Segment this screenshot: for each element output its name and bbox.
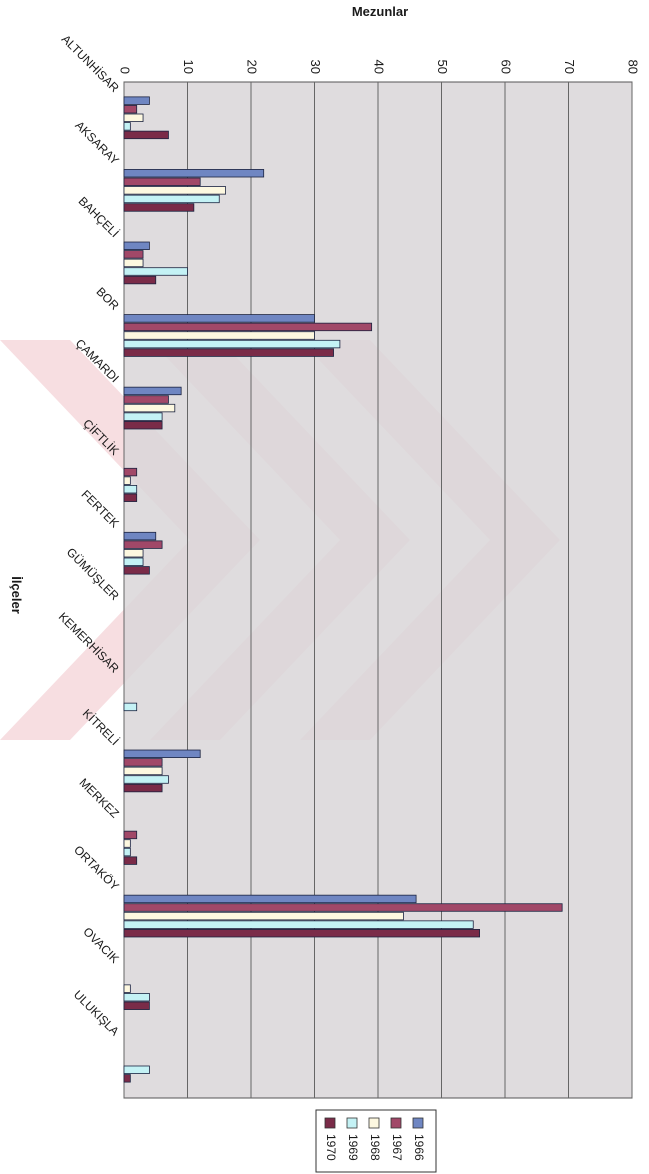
bar-bahc-eli-1967 [123, 250, 144, 259]
bar-fertek-1968 [123, 549, 144, 558]
legend-label-1970: 1970 [324, 1134, 338, 1161]
bar-bahc-eli-1966 [123, 241, 150, 250]
bar-altunhi-sar-1967 [123, 105, 138, 114]
bar-altunhi-sar-1968 [123, 113, 144, 122]
category-label-bor: BOR [93, 284, 122, 313]
bars [123, 96, 563, 1083]
x-tick-label: 20 [245, 60, 260, 74]
bar-fertek-1967 [123, 540, 163, 549]
bar-aksaray-1966 [123, 169, 265, 178]
category-label-fertek: FERTEK [79, 487, 122, 530]
x-tick-label: 80 [626, 60, 641, 74]
bar-bahc-eli-1969 [123, 267, 188, 276]
bar-aksaray-1969 [123, 194, 220, 204]
bar-ki-treli-1970 [123, 783, 163, 793]
category-label-altunhi-sar: ALTUNHİSAR [59, 32, 122, 95]
bar-ovacik-1970 [123, 1001, 150, 1010]
bar-c-amardi-1966 [123, 386, 182, 396]
bar-c-i-ftli-k-1967 [123, 467, 138, 477]
bar-merkez-1969 [123, 847, 131, 857]
x-tick-label: 40 [372, 60, 387, 74]
x-tick-label: 70 [562, 60, 577, 74]
bar-fertek-1966 [123, 531, 157, 541]
category-label-merkez: MERKEZ [77, 775, 122, 820]
category-label-ortako-y: ORTAKÖY [71, 843, 122, 894]
legend: 1966 1967 1968 1969 1970 [315, 1109, 437, 1173]
bar-ki-treli-1967 [123, 758, 163, 767]
bar-merkez-1967 [123, 830, 138, 840]
bar-ki-treli-1969 [123, 775, 169, 784]
bar-c-amardi-1969 [123, 412, 163, 421]
y-axis-title: İlçeler [9, 576, 24, 614]
x-tick-label: 60 [499, 60, 514, 74]
legend-swatch-1970 [324, 1117, 336, 1129]
bar-bor-1970 [123, 348, 334, 357]
bar-c-amardi-1968 [123, 403, 176, 413]
bar-ortako-y-1970 [123, 929, 481, 938]
x-tick-label: 30 [308, 60, 323, 74]
bar-merkez-1970 [123, 856, 138, 865]
bar-ortako-y-1968 [123, 911, 404, 921]
category-label-aksaray: AKSARAY [72, 118, 121, 167]
bar-ortako-y-1966 [123, 894, 417, 904]
bar-bor-1966 [123, 314, 315, 323]
bar-ovacik-1968 [123, 984, 131, 993]
bar-c-i-ftli-k-1968 [123, 476, 131, 485]
bar-ovacik-1969 [123, 993, 150, 1002]
category-label-ovacik: OVACIK [80, 925, 121, 966]
legend-swatch-1968 [368, 1117, 380, 1129]
bar-aksaray-1967 [123, 177, 201, 186]
bar-kemerhi-sar-1969 [123, 702, 138, 712]
legend-swatch-1967 [390, 1117, 402, 1129]
x-axis-title: Mezunlar [352, 4, 408, 19]
bar-c-i-ftli-k-1969 [123, 485, 138, 494]
x-tick-label: 10 [181, 60, 196, 74]
bar-altunhi-sar-1966 [123, 96, 150, 105]
x-tick-label: 0 [118, 67, 133, 74]
category-label-ulukis-la: ULUKIŞLA [71, 988, 122, 1039]
bar-bor-1967 [123, 322, 373, 332]
bar-ortako-y-1969 [123, 920, 474, 929]
bar-c-amardi-1967 [123, 395, 169, 404]
bar-ki-treli-1966 [123, 749, 201, 758]
bar-merkez-1968 [123, 839, 131, 848]
bar-ki-treli-1968 [123, 766, 163, 776]
bar-c-amardi-1970 [123, 421, 163, 430]
category-label-bahc-eli: BAHÇELİ [76, 194, 122, 240]
bar-fertek-1969 [123, 557, 144, 566]
bar-ulukis-la-1969 [123, 1065, 150, 1074]
bar-bor-1969 [123, 339, 341, 349]
bar-bor-1968 [123, 331, 315, 340]
category-label-ki-treli: KİTRELİ [80, 706, 122, 748]
bar-fertek-1970 [123, 566, 150, 575]
legend-label-1968: 1968 [368, 1134, 382, 1161]
legend-label-1967: 1967 [390, 1134, 404, 1161]
bar-bahc-eli-1970 [123, 275, 157, 285]
bar-ulukis-la-1970 [123, 1074, 131, 1083]
bar-altunhi-sar-1970 [123, 130, 169, 140]
bar-aksaray-1970 [123, 203, 195, 212]
legend-label-1966: 1966 [412, 1134, 426, 1161]
bar-aksaray-1968 [123, 186, 226, 195]
category-labels: ALTUNHİSARAKSARAYBAHÇELİBORÇAMARDIÇİFTLİ… [56, 32, 122, 1038]
x-tick-labels: 0 10 20 30 40 50 60 70 80 [118, 60, 641, 74]
x-tick-label: 50 [435, 60, 450, 74]
legend-swatch-1969 [346, 1117, 358, 1129]
bar-c-i-ftli-k-1970 [123, 493, 138, 502]
bar-altunhi-sar-1969 [123, 122, 131, 131]
bar-bahc-eli-1968 [123, 258, 144, 268]
legend-label-1969: 1969 [346, 1134, 360, 1161]
category-label-gu-mu-s-ler: GÜMÜŞLER [64, 545, 122, 603]
legend-swatch-1966 [412, 1117, 424, 1129]
bar-ortako-y-1967 [123, 903, 563, 912]
